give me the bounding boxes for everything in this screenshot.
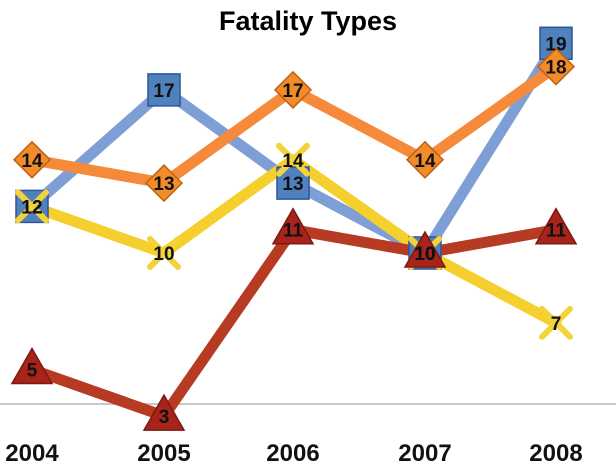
diamond-marker: [144, 164, 184, 203]
data-label: 13: [153, 174, 174, 195]
data-label: 18: [545, 58, 566, 79]
series-3-point-2004: [15, 189, 49, 224]
data-label: 10: [153, 244, 174, 265]
x-tick-label: 2004: [5, 440, 59, 467]
series-2-point-2007: [405, 140, 445, 179]
diamond-marker: [536, 47, 576, 86]
triangle-marker: [534, 207, 578, 245]
data-label: 3: [159, 407, 170, 428]
x-tick-label: 2005: [137, 440, 190, 467]
x-tick-labels: 2004 2005 2006 2007 2008: [5, 440, 582, 467]
data-label: 14: [282, 151, 304, 172]
data-label: 12: [21, 197, 42, 218]
series-4-line: [26, 224, 562, 422]
diamond-marker: [12, 140, 52, 179]
data-label: 17: [282, 81, 303, 102]
series-3-point-2006: [276, 142, 310, 177]
x-marker: [539, 305, 573, 340]
data-label: 7: [551, 314, 562, 335]
series-1-point-2005: [147, 73, 181, 107]
data-label: 10: [414, 244, 435, 265]
series-3-point-2005: [147, 236, 181, 270]
triangle-marker: [10, 346, 54, 385]
data-label: 14: [21, 151, 43, 172]
diamond-marker: [273, 70, 313, 109]
x-tick-label: 2006: [266, 440, 319, 467]
data-label: 12: [21, 197, 42, 218]
series-markers: [10, 26, 578, 431]
series-2-point-2004: [12, 140, 52, 179]
data-label: 14: [414, 151, 436, 172]
triangle-marker: [403, 230, 447, 268]
data-label: 10: [414, 244, 435, 265]
square-marker: [147, 73, 181, 107]
series-2-point-2008: [536, 47, 576, 86]
series-4-point-2006: [271, 207, 315, 245]
x-tick-label: 2008: [529, 440, 582, 467]
series-2-point-2006: [273, 70, 313, 109]
x-marker: [276, 142, 310, 177]
x-tick-label: 2007: [398, 440, 451, 467]
triangle-marker: [142, 393, 186, 431]
diamond-marker: [405, 140, 445, 179]
data-label: 13: [282, 174, 303, 195]
data-label: 17: [153, 81, 174, 102]
series-4-point-2005: [142, 393, 186, 431]
data-label: 11: [283, 221, 304, 242]
series-3-point-2008: [539, 305, 573, 340]
series-4-point-2004: [10, 346, 54, 385]
triangle-marker: [271, 207, 315, 245]
series-2-point-2005: [144, 164, 184, 203]
series-4-point-2007: [403, 230, 447, 268]
series-4-point-2008: [534, 207, 578, 245]
data-label: 10: [414, 244, 435, 265]
chart-title: Fatality Types: [218, 6, 398, 36]
data-label: 11: [546, 221, 567, 242]
x-marker: [147, 236, 181, 270]
data-label: 19: [545, 34, 566, 55]
x-marker: [15, 189, 49, 224]
data-label: 5: [27, 361, 38, 382]
